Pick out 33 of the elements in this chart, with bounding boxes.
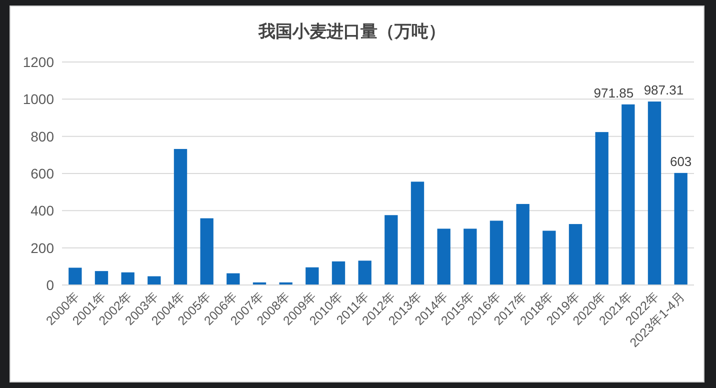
- bar: [68, 268, 82, 285]
- data-label: 603: [670, 154, 692, 169]
- bar: [674, 172, 688, 285]
- bar: [542, 230, 556, 285]
- bar: [464, 228, 477, 285]
- chart-title: 我国小麦进口量（万吨）: [258, 22, 446, 41]
- bar: [358, 260, 372, 285]
- bar: [148, 276, 161, 285]
- bar: [174, 148, 188, 285]
- data-label: 971.85: [594, 85, 634, 100]
- bar: [622, 104, 635, 285]
- y-tick-label: 600: [30, 166, 54, 182]
- y-tick-label: 1000: [22, 91, 54, 108]
- bar: [121, 272, 134, 285]
- bar: [226, 273, 240, 285]
- y-tick-label: 800: [30, 128, 54, 144]
- bar: [332, 261, 346, 285]
- bar: [568, 224, 582, 285]
- y-tick-label: 200: [30, 240, 54, 256]
- bar: [437, 228, 450, 285]
- data-label: 987.31: [644, 82, 684, 98]
- bar: [306, 267, 319, 285]
- bar: [516, 204, 530, 285]
- y-tick-label: 1200: [22, 54, 54, 70]
- bar: [410, 182, 424, 285]
- bar: [648, 102, 662, 285]
- bar: [490, 220, 504, 285]
- y-tick-label: 0: [46, 277, 54, 293]
- bar: [94, 271, 108, 285]
- bar: [200, 218, 214, 285]
- bar: [384, 215, 398, 285]
- bar: [595, 132, 608, 285]
- y-tick-label: 400: [30, 202, 54, 219]
